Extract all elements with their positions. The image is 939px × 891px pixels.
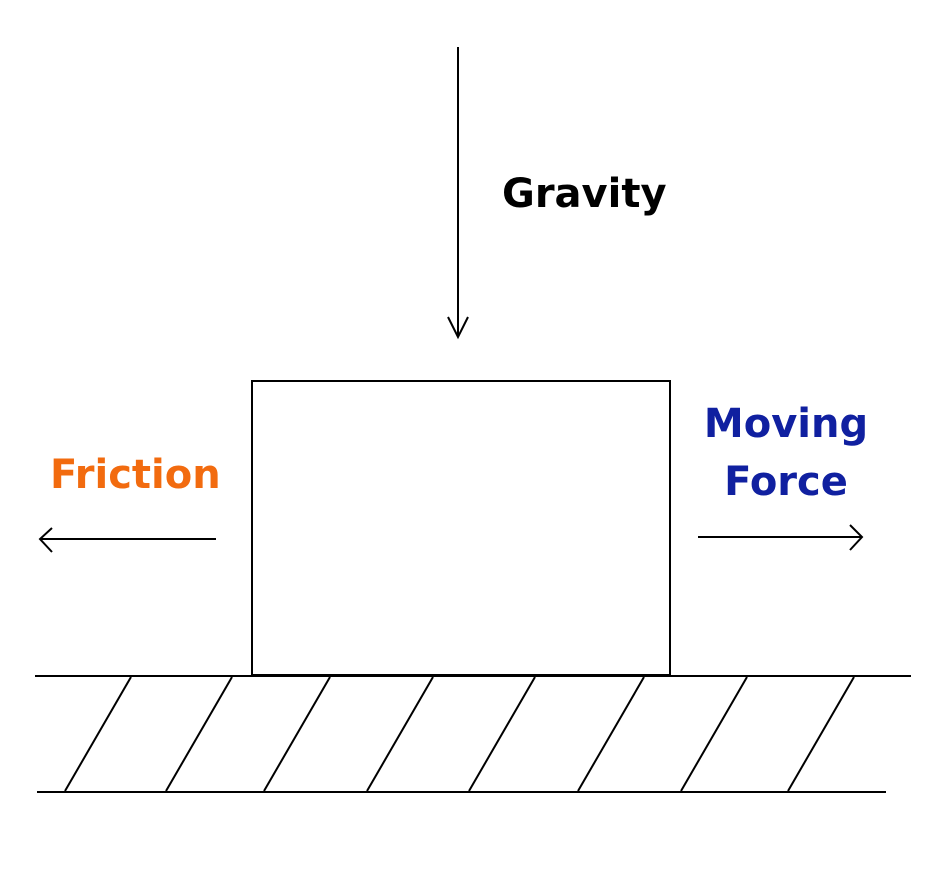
friction-label: Friction: [50, 452, 221, 498]
block: [251, 380, 671, 676]
moving-force-label-line1: Moving: [703, 401, 869, 447]
ground: [35, 675, 911, 793]
ground-hatching: [64, 676, 855, 792]
moving-force-arrow: [698, 524, 864, 551]
moving-force-label-line2: Force: [724, 459, 848, 505]
gravity-arrow: [447, 47, 469, 340]
moving-force-label: Moving Force: [686, 395, 886, 511]
gravity-label: Gravity: [502, 171, 667, 217]
friction-arrow: [38, 527, 216, 553]
